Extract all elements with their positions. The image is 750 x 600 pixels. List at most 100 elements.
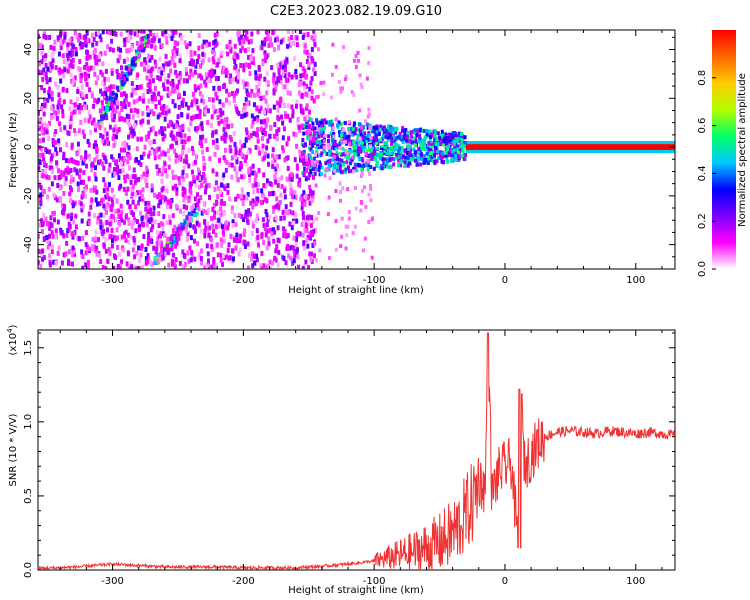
heatmap-cell: [65, 240, 69, 246]
heatmap-cell: [174, 243, 178, 249]
heatmap-cell: [120, 71, 124, 77]
heatmap-cell: [221, 102, 225, 108]
heatmap-cell: [234, 222, 238, 228]
heatmap-cell: [174, 69, 178, 75]
heatmap-cell: [191, 99, 195, 105]
heatmap-cell: [413, 153, 417, 158]
heatmap-cell: [333, 161, 337, 166]
heatmap-cell: [150, 38, 154, 44]
heatmap-cell: [406, 144, 410, 148]
heatmap-cell: [254, 218, 258, 224]
heatmap-cell: [72, 109, 76, 115]
heatmap-cell: [391, 126, 395, 131]
heatmap-cell: [130, 62, 135, 67]
heatmap-cell: [167, 262, 171, 268]
heatmap-cell: [38, 125, 42, 131]
heatmap-cell: [312, 162, 316, 168]
heatmap-cell: [433, 137, 437, 142]
heatmap-cell: [234, 245, 238, 251]
heatmap-cell: [226, 221, 230, 227]
heatmap-cell: [204, 110, 208, 116]
heatmap-cell: [388, 134, 392, 139]
heatmap-cell: [313, 42, 317, 48]
heatmap-cell: [96, 219, 100, 225]
heatmap-cell: [131, 191, 135, 197]
heatmap-cell: [421, 138, 425, 143]
heatmap-cell: [197, 170, 201, 176]
heatmap-cell: [350, 90, 354, 95]
heatmap-cell: [274, 257, 278, 263]
heatmap-cell: [375, 146, 379, 150]
heatmap-cell: [317, 134, 321, 139]
heatmap-cell: [429, 152, 433, 156]
heatmap-cell: [174, 174, 178, 180]
heatmap-cell: [301, 109, 305, 115]
heatmap-cell: [157, 154, 161, 160]
heatmap-cell: [346, 225, 350, 230]
heatmap-cell: [90, 93, 94, 99]
heatmap-cell: [154, 148, 158, 154]
heatmap-cell: [233, 43, 237, 49]
heatmap-cell: [272, 88, 276, 94]
heatmap-cell: [356, 162, 360, 167]
heatmap-cell: [102, 165, 106, 171]
heatmap-cell: [169, 243, 174, 248]
heatmap-cell: [433, 145, 437, 150]
heatmap-cell: [125, 113, 129, 119]
heatmap-cell: [70, 142, 74, 148]
heatmap-cell: [292, 131, 296, 137]
heatmap-cell: [215, 138, 219, 144]
heatmap-cell: [45, 75, 49, 81]
heatmap-cell: [184, 194, 188, 200]
heatmap-cell: [264, 232, 268, 238]
heatmap-cell: [47, 135, 51, 141]
heatmap-cell: [401, 134, 405, 139]
heatmap-cell: [165, 201, 169, 207]
heatmap-cell: [151, 125, 155, 131]
heatmap-cell: [49, 221, 53, 227]
heatmap-cell: [279, 96, 283, 102]
heatmap-cell: [390, 145, 394, 149]
heatmap-cell: [211, 130, 215, 136]
heatmap-cell: [92, 50, 96, 56]
x-tick-label: -100: [363, 576, 386, 587]
heatmap-cell: [251, 163, 255, 169]
heatmap-cell: [105, 209, 109, 215]
heatmap-cell: [260, 149, 264, 155]
heatmap-cell: [148, 150, 152, 156]
heatmap-cell: [74, 51, 78, 57]
heatmap-cell: [38, 152, 42, 158]
heatmap-cell: [343, 132, 347, 137]
heatmap-cell: [255, 213, 259, 219]
heatmap-cell: [360, 188, 364, 193]
heatmap-cell: [213, 210, 217, 216]
heatmap-cell: [297, 124, 301, 130]
heatmap-cell: [41, 152, 45, 158]
heatmap-cell: [197, 254, 201, 260]
heatmap-cell: [367, 61, 371, 66]
heatmap-cell: [147, 39, 151, 45]
heatmap-cell: [146, 205, 150, 211]
heatmap-cell: [114, 217, 118, 223]
heatmap-cell: [181, 264, 185, 269]
heatmap-cell: [128, 155, 132, 161]
heatmap-cell: [279, 75, 283, 81]
heatmap-cell: [252, 92, 256, 98]
heatmap-cell: [66, 68, 70, 74]
heatmap-cell: [306, 93, 310, 99]
heatmap-cell: [427, 156, 431, 161]
heatmap-cell: [363, 145, 367, 150]
heatmap-cell: [203, 79, 207, 85]
heatmap-cell: [310, 35, 314, 41]
heatmap-cell: [68, 50, 72, 56]
heatmap-cell: [175, 50, 179, 56]
heatmap-cell: [239, 62, 243, 68]
top-y-axis-label: Frequency (Hz): [8, 112, 19, 188]
heatmap-cell: [302, 72, 306, 78]
heatmap-cell: [145, 75, 149, 81]
heatmap-cell: [446, 159, 450, 164]
heatmap-cell: [251, 56, 255, 62]
heatmap-cell: [91, 161, 95, 167]
heatmap-cell: [108, 234, 112, 240]
heatmap-cell: [406, 163, 410, 168]
